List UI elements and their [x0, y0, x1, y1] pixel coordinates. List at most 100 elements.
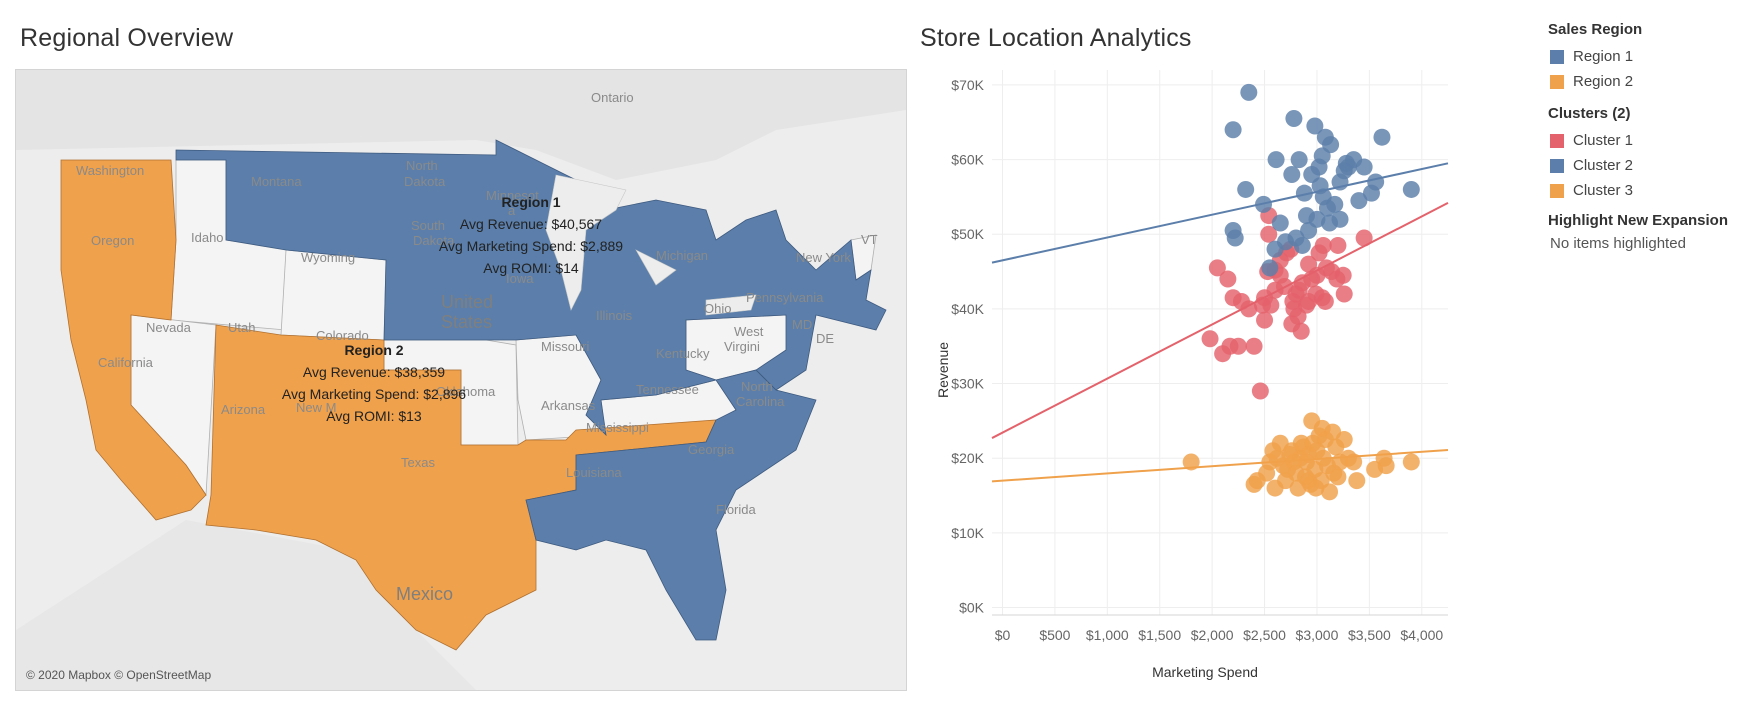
point-cluster-2[interactable] [1261, 259, 1279, 277]
legend-highlight-text[interactable]: No items highlighted [1550, 235, 1686, 252]
region2-tooltip-romi: Avg ROMI: $13 [326, 408, 422, 424]
label-arizona: Arizona [221, 402, 266, 417]
legend-item-region-1[interactable]: Region 1 [1548, 44, 1642, 69]
point-cluster-3[interactable] [1182, 453, 1200, 471]
point-cluster-2[interactable] [1306, 117, 1324, 135]
map-attribution[interactable]: © 2020 Mapbox © OpenStreetMap [26, 668, 212, 682]
label-new-york: New York [796, 250, 851, 265]
point-cluster-3[interactable] [1335, 431, 1353, 449]
point-cluster-2[interactable] [1295, 184, 1313, 202]
label-florida: Florida [716, 502, 757, 517]
point-cluster-1[interactable] [1335, 285, 1353, 303]
point-cluster-2[interactable] [1367, 173, 1385, 191]
point-cluster-1[interactable] [1307, 285, 1325, 303]
point-cluster-2[interactable] [1240, 83, 1258, 101]
point-cluster-2[interactable] [1373, 128, 1391, 146]
point-cluster-2[interactable] [1255, 195, 1273, 213]
point-cluster-2[interactable] [1283, 166, 1301, 184]
region2-tooltip-title: Region 2 [344, 342, 403, 358]
point-cluster-1[interactable] [1251, 382, 1269, 400]
point-cluster-2[interactable] [1293, 236, 1311, 254]
legend-sales-region[interactable]: Sales Region Region 1 Region 2 [1548, 21, 1642, 94]
regional-overview-map[interactable]: Ontario North Dakota Montana Washington … [15, 69, 907, 691]
point-cluster-3[interactable] [1313, 419, 1331, 437]
region1-southeast[interactable] [525, 369, 817, 641]
region1-north[interactable] [175, 139, 887, 437]
label-idaho: Idaho [191, 230, 224, 245]
legend-label-region-1: Region 1 [1573, 48, 1634, 65]
legend-clusters-title: Clusters (2) [1548, 105, 1631, 122]
point-cluster-1[interactable] [1334, 266, 1352, 284]
legend-label-cluster-1: Cluster 1 [1573, 132, 1634, 149]
legend-item-region-2[interactable]: Region 2 [1548, 69, 1642, 94]
point-cluster-2[interactable] [1226, 229, 1244, 247]
legend-item-cluster-3[interactable]: Cluster 3 [1548, 178, 1633, 203]
label-vt: VT [861, 232, 878, 247]
label-georgia: Georgia [688, 442, 735, 457]
legend-label-region-2: Region 2 [1573, 73, 1634, 90]
great-lakes [545, 174, 757, 316]
legend-highlight-expansion[interactable]: Highlight New Expansion No items highlig… [1548, 212, 1728, 252]
region1-tooltip: Region 1 Avg Revenue: $40,567 Avg Market… [439, 194, 623, 276]
label-michigan: Michigan [656, 248, 708, 263]
point-cluster-3[interactable] [1321, 483, 1339, 501]
legend-clusters[interactable]: Clusters (2) Cluster 1 Cluster 2 Cluster… [1548, 105, 1633, 203]
point-cluster-1[interactable] [1208, 259, 1226, 277]
point-cluster-3[interactable] [1377, 457, 1395, 475]
legend-item-cluster-1[interactable]: Cluster 1 [1548, 128, 1633, 153]
point-cluster-3[interactable] [1329, 468, 1347, 486]
point-cluster-3[interactable] [1348, 472, 1366, 490]
point-cluster-3[interactable] [1307, 479, 1325, 497]
region1-tooltip-revenue: Avg Revenue: $40,567 [460, 216, 602, 232]
point-cluster-2[interactable] [1355, 158, 1373, 176]
point-cluster-1[interactable] [1219, 270, 1237, 288]
region2-tooltip: Region 2 Avg Revenue: $38,359 Avg Market… [282, 342, 466, 424]
label-texas: Texas [401, 455, 435, 470]
point-cluster-2[interactable] [1290, 151, 1308, 169]
point-cluster-3[interactable] [1345, 453, 1363, 471]
point-cluster-2[interactable] [1350, 192, 1368, 210]
trendline-cluster-3 [991, 449, 1449, 483]
point-cluster-2[interactable] [1322, 136, 1340, 154]
point-cluster-1[interactable] [1229, 337, 1247, 355]
point-cluster-3[interactable] [1402, 453, 1420, 471]
point-cluster-2[interactable] [1267, 151, 1285, 169]
point-cluster-1[interactable] [1260, 225, 1278, 243]
point-cluster-2[interactable] [1224, 121, 1242, 139]
point-cluster-1[interactable] [1201, 330, 1219, 348]
chart-trendlines [991, 162, 1449, 483]
legend-item-cluster-2[interactable]: Cluster 2 [1548, 153, 1633, 178]
label-colorado: Colorado [316, 328, 369, 343]
point-cluster-2[interactable] [1331, 210, 1349, 228]
label-arkansas: Arkansas [541, 398, 596, 413]
point-cluster-1[interactable] [1289, 307, 1307, 325]
point-cluster-2[interactable] [1266, 240, 1284, 258]
label-mississippi: Mississippi [586, 420, 649, 435]
point-cluster-1[interactable] [1314, 236, 1332, 254]
map-canvas[interactable]: Ontario North Dakota Montana Washington … [16, 70, 906, 690]
point-cluster-1[interactable] [1256, 311, 1274, 329]
point-cluster-2[interactable] [1308, 210, 1326, 228]
point-cluster-1[interactable] [1262, 296, 1280, 314]
point-cluster-1[interactable] [1292, 322, 1310, 340]
label-oregon: Oregon [91, 233, 134, 248]
point-cluster-2[interactable] [1271, 214, 1289, 232]
point-cluster-2[interactable] [1326, 195, 1344, 213]
swatch-cluster-2 [1550, 158, 1564, 173]
point-cluster-1[interactable] [1329, 236, 1347, 254]
region2-west-coast[interactable] [60, 159, 207, 521]
point-cluster-2[interactable] [1237, 180, 1255, 198]
point-cluster-1[interactable] [1355, 229, 1373, 247]
y-axis-title: Revenue [935, 342, 951, 398]
point-cluster-2[interactable] [1285, 110, 1303, 128]
x-tick-label: $1,500 [1138, 627, 1181, 643]
point-cluster-1[interactable] [1300, 255, 1318, 273]
y-axis-ticks: $0K $10K $20K $30K $40K $50K $60K $70K [951, 77, 984, 616]
chart-points[interactable] [1182, 83, 1420, 501]
x-axis-ticks: $0 $500 $1,000 $1,500 $2,000 $2,500 $3,000 $3,5… [995, 627, 1444, 643]
point-cluster-2[interactable] [1402, 180, 1420, 198]
scatter-chart[interactable]: $0 $500 $1,000 $1,500 $2,000 $2,500 $3,000 $3,5… [930, 60, 1540, 700]
point-cluster-1[interactable] [1245, 337, 1263, 355]
x-tick-label: $1,000 [1086, 627, 1129, 643]
point-cluster-1[interactable] [1240, 300, 1258, 318]
